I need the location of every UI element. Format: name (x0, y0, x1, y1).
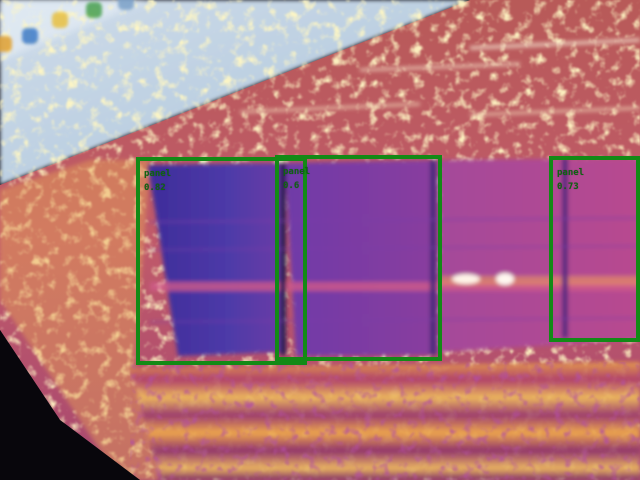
browser-icon (22, 28, 38, 44)
detection-label: panel 0.82 (144, 167, 171, 195)
detection-score: 0.82 (144, 183, 166, 193)
detection-box: panel 0.73 (549, 156, 640, 342)
chrome-icon (52, 12, 68, 28)
detection-score: 0.6 (283, 181, 300, 191)
folder-icon (0, 36, 12, 52)
app-icon (86, 2, 102, 18)
detection-class: panel (283, 167, 311, 177)
detection-box: panel 0.82 (136, 157, 307, 365)
detection-box: panel 0.6 (275, 155, 442, 361)
detection-label: panel 0.6 (283, 165, 310, 193)
detection-score: 0.73 (557, 182, 579, 192)
detection-class: panel (557, 168, 585, 178)
detection-class: panel (144, 169, 172, 179)
app-icon (118, 0, 134, 10)
detection-label: panel 0.73 (557, 166, 584, 194)
